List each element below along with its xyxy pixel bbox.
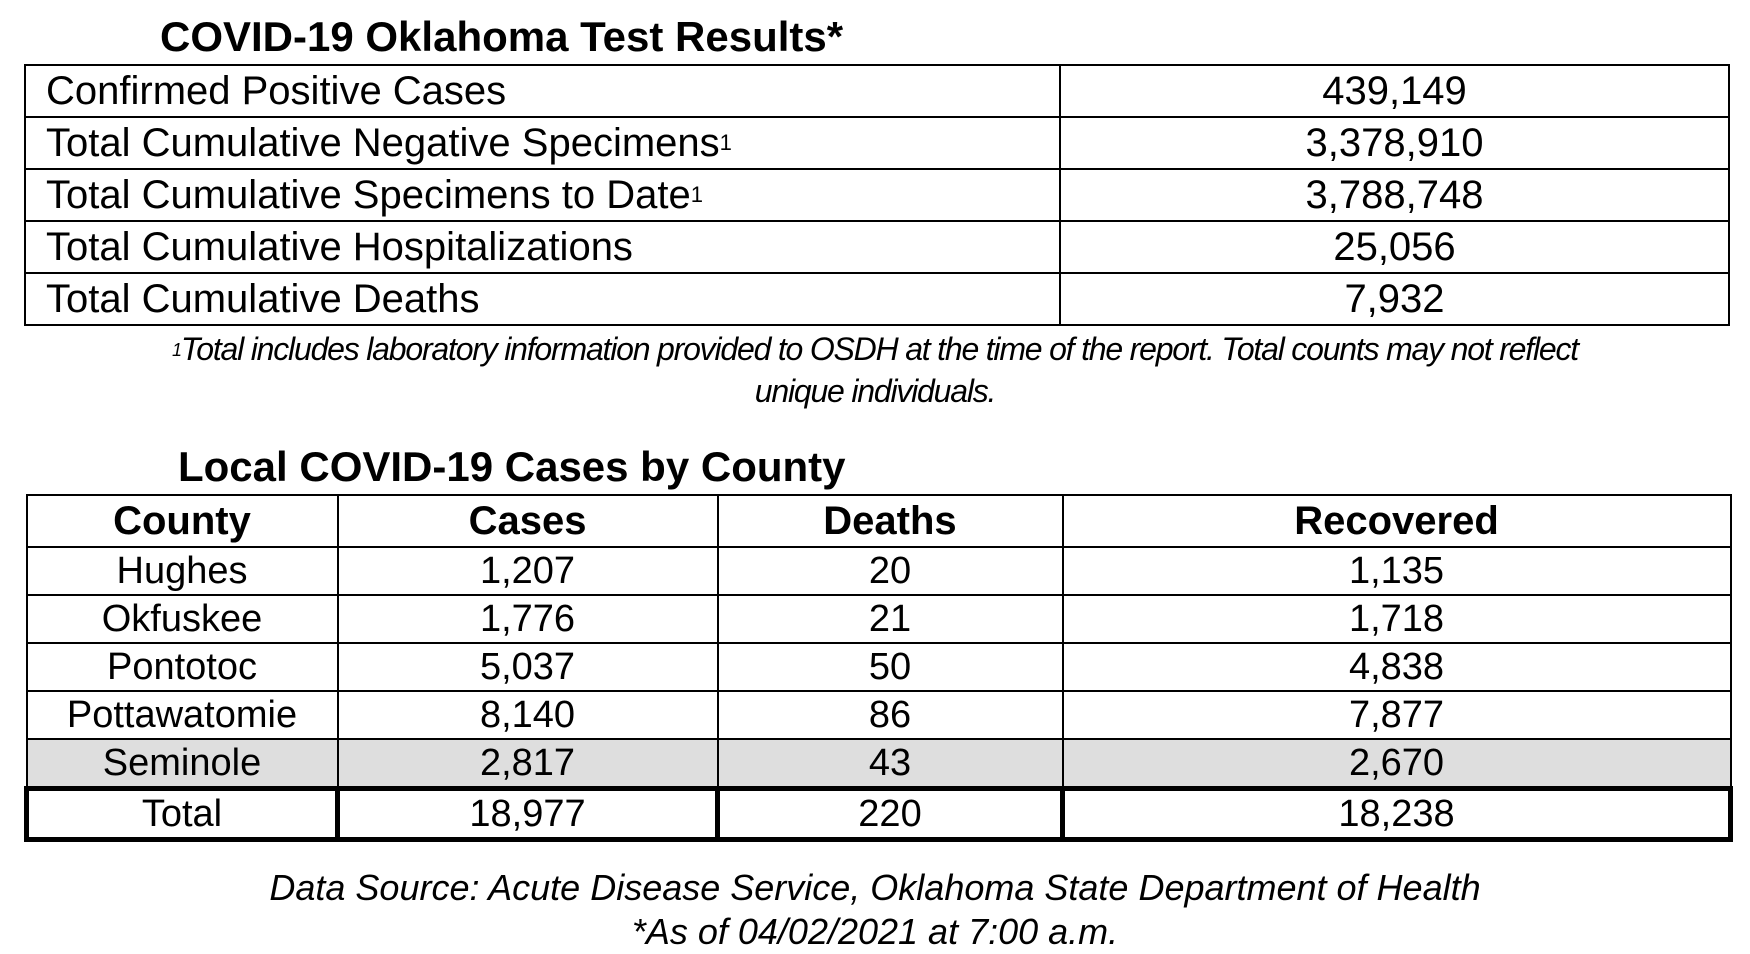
cases-cell: 2,817 — [336, 738, 719, 790]
row-label: Total Cumulative Specimens to Date1 — [24, 168, 1061, 222]
total-label: Total — [24, 786, 340, 842]
recovered-cell: 1,135 — [1061, 546, 1732, 596]
table-row: Pontotoc 5,037 50 4,838 — [25, 642, 1732, 692]
row-label: Total Cumulative Negative Specimens1 — [24, 116, 1061, 170]
deaths-cell: 86 — [716, 690, 1064, 740]
row-label: Total Cumulative Hospitalizations — [24, 220, 1061, 274]
footnote-mark: 1 — [719, 130, 732, 155]
total-deaths: 220 — [715, 786, 1065, 842]
as-of-date: *As of 04/02/2021 at 7:00 a.m. — [631, 911, 1119, 952]
row-label: Confirmed Positive Cases — [24, 64, 1061, 118]
recovered-cell: 1,718 — [1061, 594, 1732, 644]
header-recovered: Recovered — [1061, 494, 1732, 548]
recovered-cell: 2,670 — [1061, 738, 1732, 790]
table-row: Okfuskee 1,776 21 1,718 — [25, 594, 1732, 644]
footnote-mark: 1 — [172, 340, 182, 360]
row-value: 3,378,910 — [1059, 116, 1730, 170]
footnote-line-2: unique individuals. — [754, 373, 997, 409]
test-row-deaths: Total Cumulative Deaths 7,932 — [24, 272, 1730, 326]
footnote-line-1: 1Total includes laboratory information p… — [172, 331, 1579, 367]
deaths-cell: 20 — [716, 546, 1064, 596]
table-header-row: County Cases Deaths Recovered — [25, 494, 1732, 548]
row-value: 7,932 — [1059, 272, 1730, 326]
table-row: Hughes 1,207 20 1,135 — [25, 546, 1732, 596]
county-cell: Pottawatomie — [25, 690, 339, 740]
county-cases-title: Local COVID-19 Cases by County — [178, 443, 846, 490]
cases-cell: 1,776 — [336, 594, 719, 644]
cases-cell: 5,037 — [336, 642, 719, 692]
total-row: Total 18,977 220 18,238 — [24, 786, 1733, 842]
row-value: 25,056 — [1059, 220, 1730, 274]
row-label: Total Cumulative Deaths — [24, 272, 1061, 326]
test-results-title: COVID-19 Oklahoma Test Results* — [160, 13, 844, 60]
test-row-hospitalizations: Total Cumulative Hospitalizations 25,056 — [24, 220, 1730, 274]
table-row: Seminole 2,817 43 2,670 — [25, 738, 1732, 790]
data-source: Data Source: Acute Disease Service, Okla… — [0, 866, 1750, 954]
test-row-specimens: Total Cumulative Specimens to Date1 3,78… — [24, 168, 1730, 222]
total-recovered: 18,238 — [1060, 786, 1733, 842]
data-source-line: Data Source: Acute Disease Service, Okla… — [269, 867, 1481, 908]
header-deaths: Deaths — [716, 494, 1064, 548]
test-results-table: Confirmed Positive Cases 439,149 Total C… — [24, 64, 1730, 326]
header-cases: Cases — [336, 494, 719, 548]
county-cell: Okfuskee — [25, 594, 339, 644]
recovered-cell: 7,877 — [1061, 690, 1732, 740]
deaths-cell: 50 — [716, 642, 1064, 692]
deaths-cell: 21 — [716, 594, 1064, 644]
cases-cell: 8,140 — [336, 690, 719, 740]
row-value: 3,788,748 — [1059, 168, 1730, 222]
footnote: 1Total includes laboratory information p… — [0, 328, 1750, 412]
county-cell: Pontotoc — [25, 642, 339, 692]
test-row-negative: Total Cumulative Negative Specimens1 3,3… — [24, 116, 1730, 170]
county-cases-table: County Cases Deaths Recovered Hughes 1,2… — [24, 494, 1733, 842]
header-county: County — [25, 494, 339, 548]
table-row: Pottawatomie 8,140 86 7,877 — [25, 690, 1732, 740]
county-cell: Seminole — [25, 738, 339, 790]
row-value: 439,149 — [1059, 64, 1730, 118]
deaths-cell: 43 — [716, 738, 1064, 790]
total-cases: 18,977 — [335, 786, 720, 842]
county-cell: Hughes — [25, 546, 339, 596]
recovered-cell: 4,838 — [1061, 642, 1732, 692]
footnote-mark: 1 — [690, 182, 703, 207]
cases-cell: 1,207 — [336, 546, 719, 596]
test-row-confirmed: Confirmed Positive Cases 439,149 — [24, 64, 1730, 118]
